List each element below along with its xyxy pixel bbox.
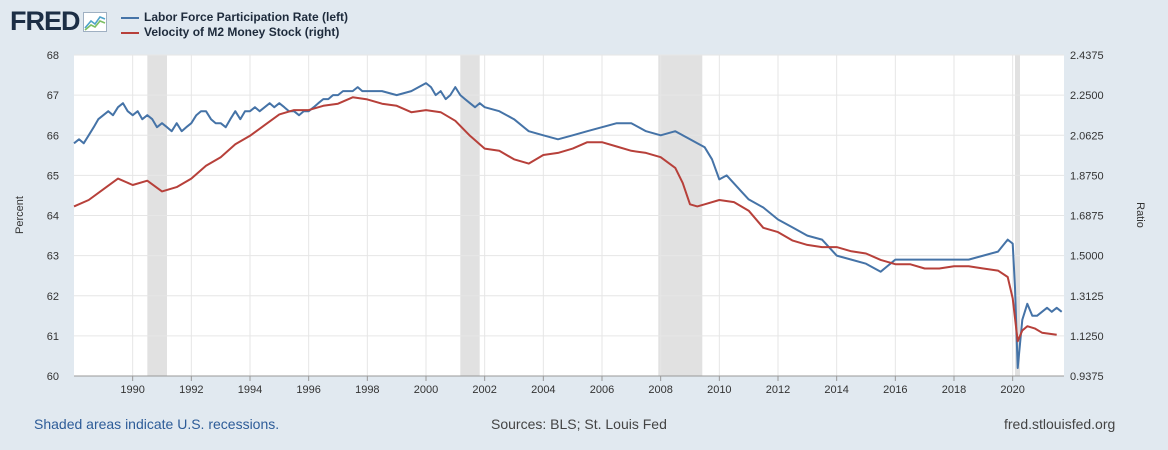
fred-logo[interactable]: FRED	[10, 8, 107, 35]
y-tick-left: 64	[47, 211, 59, 223]
y-axis-label-right: Ratio	[1134, 202, 1146, 228]
recession-note: Shaded areas indicate U.S. recessions.	[34, 416, 280, 432]
y-tick-left: 66	[47, 130, 59, 142]
logo-chart-icon	[82, 11, 107, 32]
x-tick-label: 1994	[238, 384, 262, 396]
x-tick-label: 2010	[707, 384, 731, 396]
y-tick-right: 2.0625	[1070, 130, 1104, 142]
x-tick-label: 2018	[942, 384, 966, 396]
y-tick-right: 1.6875	[1070, 211, 1104, 223]
y-tick-right: 1.1250	[1070, 331, 1104, 343]
legend: Labor Force Participation Rate (left) Ve…	[121, 10, 348, 40]
y-tick-left: 62	[47, 291, 59, 303]
logo-text: FRED	[10, 6, 80, 36]
x-tick-label: 2008	[648, 384, 672, 396]
series-lines	[73, 82, 1063, 369]
gridlines	[74, 54, 1064, 376]
legend-label-lfpr: Labor Force Participation Rate (left)	[144, 10, 349, 24]
y-tick-left: 61	[47, 331, 59, 343]
y-tick-left: 67	[47, 90, 59, 102]
x-tick-label: 2016	[883, 384, 907, 396]
x-tick-label: 2000	[414, 384, 438, 396]
x-tick-label: 2004	[531, 384, 555, 396]
x-tick-label: 2020	[1000, 384, 1024, 396]
series-line-velocity	[73, 96, 1057, 343]
series-line-lfpr	[73, 82, 1063, 369]
legend-item-lfpr[interactable]: Labor Force Participation Rate (left)	[121, 10, 348, 25]
y-tick-right: 2.2500	[1070, 90, 1104, 102]
axes: 60 0.9375 61 1.1250 62 1.3125 63 1.5000 64 1.6875…	[47, 50, 1104, 396]
x-tick-label: 2002	[472, 384, 496, 396]
y-tick-left: 68	[47, 50, 59, 62]
x-tick-label: 1990	[120, 384, 144, 396]
x-tick-label: 1992	[179, 384, 203, 396]
x-tick-label: 2014	[824, 384, 848, 396]
site-link[interactable]: fred.stlouisfed.org	[1004, 416, 1116, 432]
legend-item-velocity[interactable]: Velocity of M2 Money Stock (right)	[121, 25, 348, 40]
y-axis-label-left: Percent	[14, 196, 26, 234]
y-tick-right: 2.4375	[1070, 50, 1104, 62]
x-tick-label: 2012	[766, 384, 790, 396]
sources-text: Sources: BLS; St. Louis Fed	[491, 416, 667, 432]
x-tick-label: 1998	[355, 384, 379, 396]
x-tick-label: 1996	[296, 384, 320, 396]
y-tick-right: 1.5000	[1070, 251, 1104, 263]
y-tick-right: 0.9375	[1070, 371, 1104, 383]
legend-swatch-velocity	[121, 31, 139, 34]
legend-label-velocity: Velocity of M2 Money Stock (right)	[144, 25, 340, 39]
y-tick-left: 63	[47, 251, 59, 263]
y-tick-left: 60	[47, 371, 59, 383]
y-tick-left: 65	[47, 170, 59, 182]
legend-swatch-lfpr	[121, 16, 139, 19]
y-tick-right: 1.3125	[1070, 291, 1104, 303]
x-tick-label: 2006	[590, 384, 614, 396]
y-tick-right: 1.8750	[1070, 170, 1104, 182]
